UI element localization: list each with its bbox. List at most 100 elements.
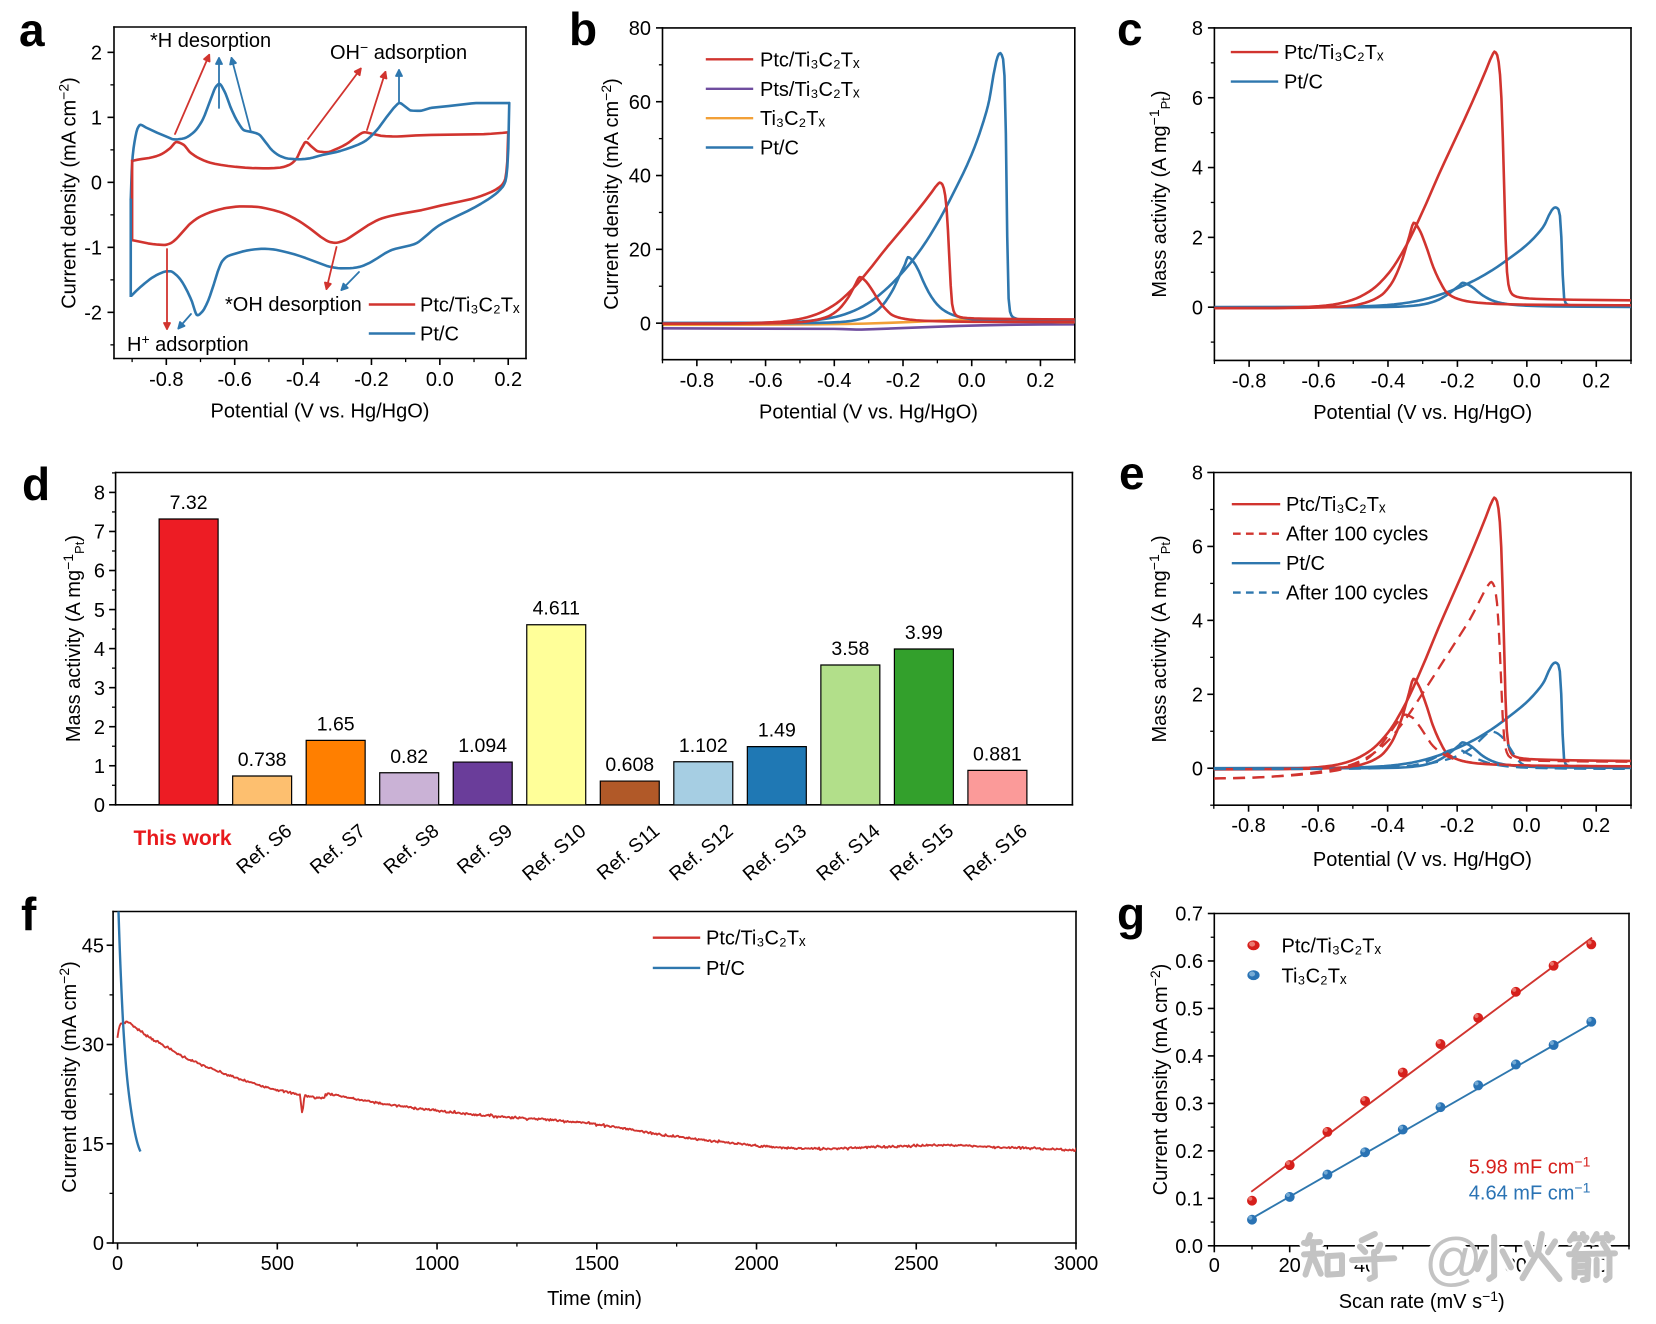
svg-text:Ptc/Ti₃C₂Tₓ: Ptc/Ti₃C₂Tₓ [1284,42,1384,64]
svg-text:adsorption: adsorption [368,42,467,64]
svg-text:Ti₃C₂Tₓ: Ti₃C₂Tₓ [760,108,825,130]
svg-text:1000: 1000 [415,1253,460,1275]
svg-text:−2: −2 [1147,970,1163,986]
svg-text:7: 7 [94,522,105,544]
svg-text:Current density (mA cm: Current density (mA cm [601,101,623,310]
svg-text:-0.2: -0.2 [354,369,388,391]
svg-text:5.98 mF cm: 5.98 mF cm [1469,1157,1575,1179]
svg-text:0.3: 0.3 [1175,1094,1203,1116]
svg-text:After 100 cycles: After 100 cycles [1286,583,1428,605]
svg-text:H: H [127,334,141,356]
svg-text:OH: OH [330,42,360,64]
svg-text:f: f [21,888,37,940]
svg-text:6: 6 [94,561,105,583]
svg-text:): ) [63,535,85,542]
svg-text:Pt/C: Pt/C [760,138,799,160]
svg-text:0.6: 0.6 [1175,951,1203,973]
svg-text:8: 8 [1192,463,1203,485]
svg-text:−2: −2 [56,84,72,100]
svg-text:0: 0 [94,795,105,817]
svg-text:Time (min): Time (min) [547,1288,642,1310]
svg-text:8: 8 [94,483,105,505]
svg-text:Ptc/Ti₃C₂Tₓ: Ptc/Ti₃C₂Tₓ [706,928,806,950]
svg-text:-0.2: -0.2 [886,370,920,392]
svg-text:@: @ [1424,1227,1483,1292]
svg-text:Pt/C: Pt/C [1286,553,1325,575]
svg-text:): ) [1149,90,1171,97]
svg-text:a: a [19,4,45,56]
svg-text:-0.4: -0.4 [817,370,851,392]
svg-text:): ) [1498,1291,1505,1313]
svg-text:Pt: Pt [1158,542,1173,555]
svg-text:Ptc/Ti₃C₂Tₓ: Ptc/Ti₃C₂Tₓ [420,295,520,317]
svg-text:20: 20 [1279,1255,1301,1277]
svg-text:-0.6: -0.6 [217,369,251,391]
svg-text:500: 500 [261,1253,294,1275]
svg-text:−1: −1 [1574,1154,1590,1170]
svg-text:−2: −2 [598,85,614,101]
svg-text:0: 0 [93,1233,104,1255]
svg-text:3: 3 [94,678,105,700]
svg-text:0.0: 0.0 [958,370,986,392]
svg-text:Pt/C: Pt/C [420,324,459,346]
svg-text:0.1: 0.1 [1175,1189,1203,1211]
svg-text:): ) [59,77,81,84]
svg-text:1: 1 [94,756,105,778]
svg-text:1.094: 1.094 [458,735,507,757]
svg-text:8: 8 [1192,18,1203,40]
svg-text:-0.8: -0.8 [149,369,183,391]
svg-text:Potential (V vs. Hg/HgO): Potential (V vs. Hg/HgO) [759,402,978,424]
svg-text:0: 0 [91,173,102,195]
svg-text:): ) [1149,535,1171,542]
svg-text:0.2: 0.2 [1175,1141,1203,1163]
svg-text:0.82: 0.82 [390,746,428,768]
svg-text:80: 80 [629,18,651,40]
svg-text:4.611: 4.611 [533,598,580,620]
svg-text:−1: −1 [1482,1288,1498,1304]
svg-text:1: 1 [91,108,102,130]
svg-text:0.4: 0.4 [1175,1046,1203,1068]
svg-text:Pt/C: Pt/C [1284,72,1323,94]
svg-text:+: + [141,331,149,347]
svg-text:4: 4 [94,639,105,661]
svg-text:Ptc/Ti₃C₂Tₓ: Ptc/Ti₃C₂Tₓ [760,49,860,71]
svg-text:0: 0 [1209,1255,1220,1277]
svg-text:0.7: 0.7 [1175,904,1203,926]
svg-text:-0.8: -0.8 [680,370,714,392]
svg-text:g: g [1117,888,1145,940]
svg-text:Potential (V vs. Hg/HgO): Potential (V vs. Hg/HgO) [1313,402,1532,424]
svg-text:*H desorption: *H desorption [150,30,271,52]
svg-text:0.2: 0.2 [1582,371,1610,393]
svg-text:20: 20 [629,240,651,262]
svg-text:3.58: 3.58 [831,638,869,660]
svg-text:−2: −2 [56,968,72,984]
svg-text:b: b [569,3,597,55]
svg-text:After 100 cycles: After 100 cycles [1286,524,1428,546]
svg-text:Pt/C: Pt/C [706,958,745,980]
svg-text:Potential (V vs. Hg/HgO): Potential (V vs. Hg/HgO) [211,401,430,423]
svg-text:−1: −1 [1574,1180,1590,1196]
svg-text:30: 30 [82,1035,104,1057]
svg-text:): ) [1150,964,1172,971]
svg-text:Pt: Pt [72,541,87,554]
svg-text:0: 0 [1192,758,1203,780]
svg-text:-0.8: -0.8 [1231,815,1265,837]
svg-text:3000: 3000 [1054,1253,1099,1275]
svg-text:0: 0 [112,1253,123,1275]
svg-text:4.64 mF cm: 4.64 mF cm [1469,1183,1575,1205]
svg-text:40: 40 [629,166,651,188]
svg-text:Current density (mA cm: Current density (mA cm [1150,986,1172,1195]
svg-text:0.738: 0.738 [238,749,287,771]
svg-text:0: 0 [640,313,651,335]
svg-text:Pt: Pt [1158,97,1173,110]
svg-text:0.2: 0.2 [1582,815,1610,837]
svg-text:0.0: 0.0 [1175,1236,1203,1258]
svg-text:e: e [1119,447,1145,499]
svg-text:0.2: 0.2 [494,369,522,391]
svg-text:2500: 2500 [894,1253,939,1275]
svg-text:2: 2 [1192,685,1203,707]
svg-text:-0.4: -0.4 [1371,371,1405,393]
svg-text:Pts/Ti₃C₂Tₓ: Pts/Ti₃C₂Tₓ [760,79,860,101]
svg-text:4: 4 [1192,158,1203,180]
svg-text:2000: 2000 [734,1253,779,1275]
